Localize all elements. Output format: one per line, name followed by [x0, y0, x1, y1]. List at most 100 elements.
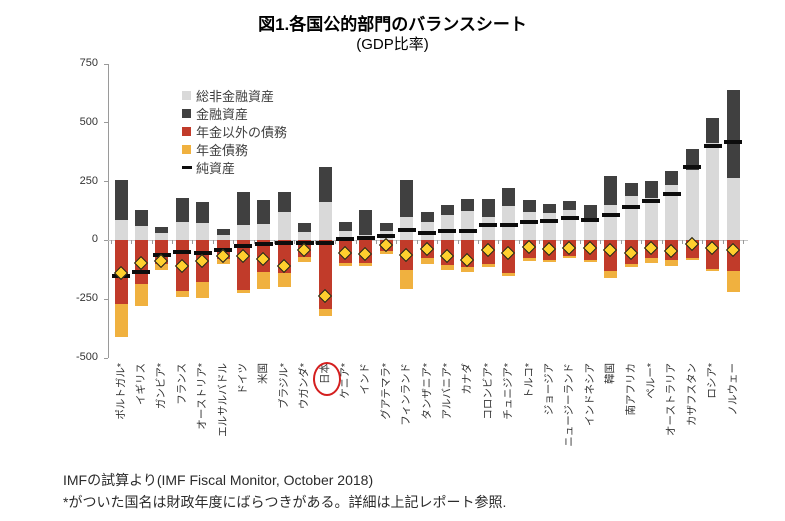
category-tick-mark: [172, 240, 173, 244]
legend-item-pension_liabilities: 年金債務: [182, 140, 287, 158]
legend-swatch-financial_assets: [182, 108, 191, 118]
legend-item-net_worth: 純資産: [182, 158, 287, 176]
net-worth-dash-marker: [295, 241, 314, 246]
legend-label-financial_assets: 金融資産: [196, 106, 249, 122]
category-tick-mark: [355, 240, 357, 244]
category-label: ウガンダ*: [298, 363, 311, 410]
bar-pension-liabilities: [665, 259, 679, 266]
bar-nonfinancial-assets: [542, 213, 556, 241]
bar-financial-assets: [257, 200, 271, 224]
bar-financial-assets: [298, 223, 312, 233]
category-tick-mark: [335, 240, 337, 244]
y-axis-line: [108, 64, 109, 358]
bar-pension-liabilities: [563, 255, 577, 258]
bar-financial-assets: [379, 222, 393, 231]
bar-financial-assets: [685, 148, 699, 170]
category-label: チュニジア*: [502, 363, 515, 420]
net-worth-dash-marker: [234, 244, 253, 249]
net-worth-dash-marker: [275, 240, 294, 245]
category-label: 米国: [257, 363, 270, 384]
bar-nonfinancial-assets: [665, 185, 679, 241]
bar-pension-liabilities: [257, 272, 271, 289]
net-worth-dash-marker: [418, 230, 436, 235]
category-tick-mark: [457, 240, 459, 244]
y-tick-mark: [104, 63, 108, 65]
category-label: エルサルバドル: [216, 363, 229, 437]
bar-nonfinancial-assets: [114, 220, 128, 241]
chart-subtitle: (GDP比率): [356, 36, 429, 53]
net-worth-dash-marker: [193, 251, 212, 256]
legend-label-pension_liabilities: 年金債務: [196, 142, 249, 158]
category-tick-mark: [396, 240, 398, 244]
category-label: オーストラリア: [665, 363, 678, 436]
bar-financial-assets: [338, 222, 352, 232]
category-tick-mark: [233, 240, 235, 244]
category-label: フィンランド: [400, 363, 413, 426]
bar-pension-liabilities: [196, 281, 210, 298]
bar-financial-assets: [175, 198, 189, 222]
bar-nonfinancial-assets: [706, 142, 720, 241]
chart-title: 図1.各国公的部門のバランスシート: [258, 15, 527, 34]
net-worth-dash-marker: [479, 223, 498, 228]
category-tick-mark: [498, 240, 500, 244]
category-label: カザフスタン: [685, 363, 698, 426]
category-tick-mark: [314, 240, 316, 244]
net-worth-dash-marker: [642, 198, 661, 203]
net-worth-dash-marker: [683, 165, 702, 170]
legend-item-non_pension_liabilities: 年金以外の債務: [182, 122, 287, 140]
legend-item-nonfinancial_assets: 総非金融資産: [182, 86, 287, 104]
bar-financial-assets: [726, 89, 740, 179]
bar-nonfinancial-assets: [338, 231, 352, 241]
legend-label-net_worth: 純資産: [196, 160, 236, 176]
net-worth-dash-marker: [377, 233, 396, 238]
net-worth-dash-marker: [703, 144, 722, 149]
net-worth-dash-marker: [581, 218, 600, 223]
bar-nonfinancial-assets: [298, 232, 312, 241]
bar-pension-liabilities: [298, 256, 312, 262]
bar-financial-assets: [624, 182, 638, 196]
net-worth-dash-marker: [540, 219, 559, 224]
bar-nonfinancial-assets: [318, 201, 332, 241]
bar-nonfinancial-assets: [644, 198, 658, 241]
bar-financial-assets: [583, 204, 597, 223]
category-label: フランス: [175, 363, 188, 405]
source-note: IMFの試算より(IMF Fiscal Monitor, October 201…: [63, 472, 374, 488]
bar-nonfinancial-assets: [175, 221, 189, 241]
bar-financial-assets: [481, 199, 495, 217]
category-label: ニュージーランド: [563, 363, 576, 447]
net-worth-dash-marker: [520, 220, 538, 225]
category-tick-mark: [110, 240, 112, 244]
bar-financial-assets: [155, 227, 169, 234]
bar-financial-assets: [522, 199, 536, 213]
y-tick-mark: [104, 357, 108, 359]
bar-nonfinancial-assets: [216, 234, 230, 241]
bar-pension-liabilities: [461, 267, 475, 273]
net-worth-dash-marker: [499, 223, 518, 228]
bar-nonfinancial-assets: [155, 233, 169, 241]
bar-pension-liabilities: [726, 270, 740, 293]
category-tick-mark: [518, 240, 520, 244]
y-tick-label: -500: [75, 351, 98, 363]
y-tick-label: 750: [79, 57, 98, 69]
bar-pension-liabilities: [624, 263, 638, 268]
bar-nonfinancial-assets: [604, 205, 618, 241]
category-tick-mark: [539, 240, 541, 244]
bar-nonfinancial-assets: [134, 226, 148, 241]
bar-pension-liabilities: [604, 270, 618, 279]
category-tick-mark: [478, 240, 479, 244]
bar-financial-assets: [400, 180, 414, 217]
bar-financial-assets: [542, 203, 556, 214]
category-label: ジョージア: [542, 363, 555, 416]
category-tick-mark: [274, 240, 275, 244]
bar-nonfinancial-assets: [563, 209, 577, 241]
bar-financial-assets: [196, 201, 210, 223]
category-label: 韓国: [604, 363, 617, 384]
bar-financial-assets: [461, 198, 475, 211]
net-worth-dash-marker: [601, 212, 620, 217]
legend-label-non_pension_liabilities: 年金以外の債務: [196, 124, 288, 140]
net-worth-dash-marker: [724, 139, 742, 144]
bar-financial-assets: [318, 167, 332, 202]
category-tick-mark: [376, 240, 377, 244]
category-tick-mark: [600, 240, 602, 244]
